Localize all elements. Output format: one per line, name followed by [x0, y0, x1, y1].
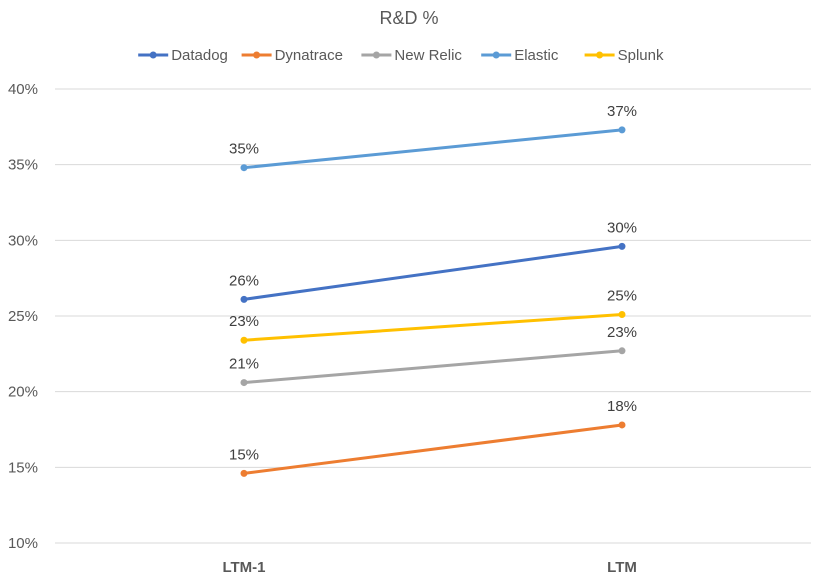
legend-item: Datadog	[138, 47, 228, 64]
data-point	[618, 310, 626, 318]
data-point	[240, 336, 248, 344]
legend-marker	[492, 51, 500, 59]
legend-label: Elastic	[514, 47, 559, 64]
data-point	[618, 242, 626, 250]
data-label: 15%	[229, 446, 259, 463]
data-label: 21%	[229, 356, 259, 373]
x-tick-label: LTM-1	[222, 559, 265, 576]
data-label: 35%	[229, 141, 259, 158]
data-label: 37%	[607, 103, 637, 120]
legend-label: Dynatrace	[275, 47, 343, 64]
y-tick-label: 30%	[8, 232, 38, 249]
y-tick-label: 40%	[8, 81, 38, 98]
data-label: 26%	[229, 272, 259, 289]
y-tick-label: 10%	[8, 535, 38, 552]
legend-marker	[253, 51, 261, 59]
data-point	[240, 164, 248, 172]
chart-title: R&D %	[379, 8, 438, 28]
data-point	[618, 126, 626, 134]
data-label: 23%	[229, 313, 259, 330]
legend-item: New Relic	[361, 47, 462, 64]
series-line-datadog	[243, 244, 623, 301]
y-tick-label: 20%	[8, 384, 38, 401]
data-point	[240, 295, 248, 303]
x-tick-label: LTM	[607, 559, 637, 576]
data-point	[618, 347, 626, 355]
series-line-elastic	[243, 128, 623, 170]
legend-marker	[149, 51, 157, 59]
data-label: 25%	[607, 287, 637, 304]
series-line-splunk	[243, 312, 623, 342]
series-line-dynatrace	[243, 423, 623, 475]
y-tick-label: 35%	[8, 157, 38, 174]
y-tick-label: 15%	[8, 459, 38, 476]
data-point	[240, 469, 248, 477]
data-label: 23%	[607, 324, 637, 341]
legend-label: Datadog	[171, 47, 228, 64]
data-label: 18%	[607, 398, 637, 415]
data-point	[240, 379, 248, 387]
legend-item: Dynatrace	[241, 47, 343, 64]
legend-label: New Relic	[394, 47, 462, 64]
legend-label: Splunk	[618, 47, 664, 64]
legend-item: Splunk	[584, 47, 664, 64]
legend-item: Elastic	[481, 47, 559, 64]
legend-marker	[372, 51, 380, 59]
legend-marker	[596, 51, 604, 59]
series-line-new-relic	[243, 349, 623, 385]
data-point	[618, 421, 626, 429]
data-label: 30%	[607, 219, 637, 236]
y-tick-label: 25%	[8, 308, 38, 325]
